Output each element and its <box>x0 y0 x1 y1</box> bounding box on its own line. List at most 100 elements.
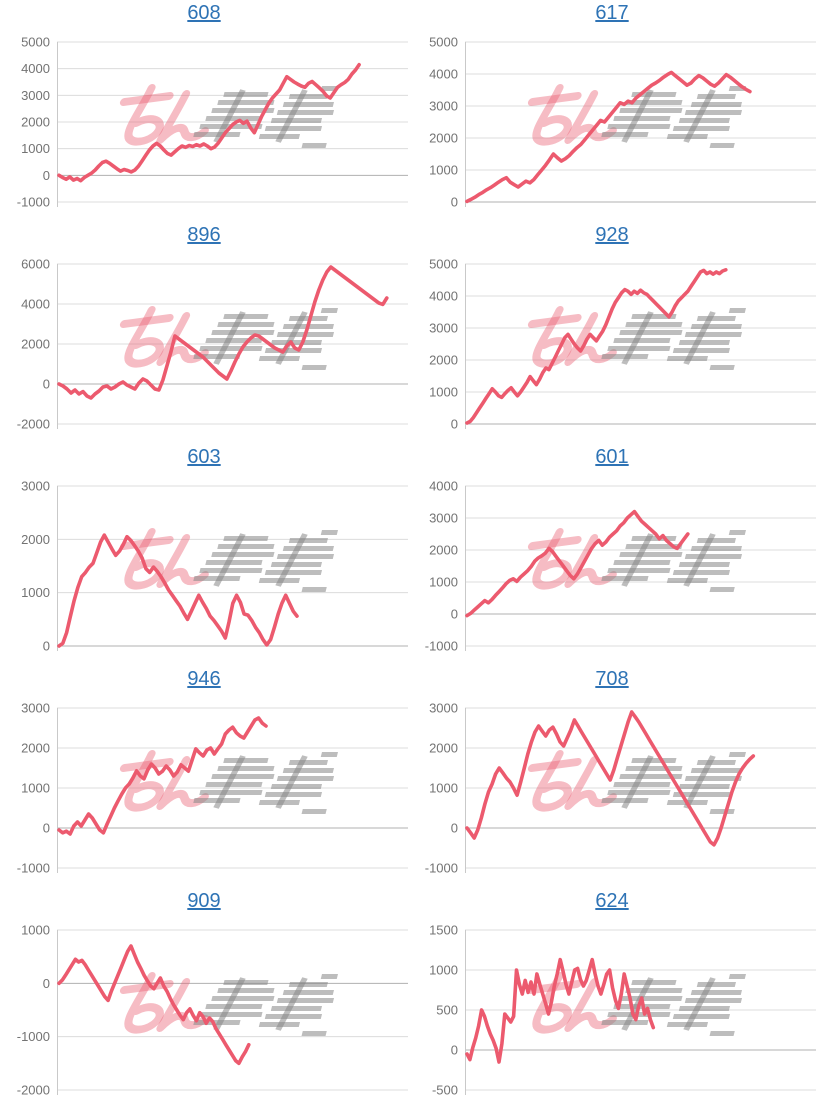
watermark-gray-stripe <box>270 784 323 789</box>
chart-plot: 4000 3000 2000 1000 0 -1000 <box>425 479 816 654</box>
chart-title-link[interactable]: 946 <box>187 668 221 690</box>
watermark-gray-stripe <box>270 340 323 345</box>
gridlines: 5000 4000 3000 2000 1000 0 <box>429 35 816 210</box>
watermark-gray-slash <box>683 533 716 587</box>
chart-title: 617 <box>408 2 816 25</box>
chart-plot: 3000 2000 1000 0 -1000 <box>17 701 408 876</box>
watermark-gray-stripe <box>625 766 683 771</box>
chart-title-link[interactable]: 909 <box>187 890 221 912</box>
y-tick-label: -1000 <box>425 861 458 876</box>
chart-title-link[interactable]: 896 <box>187 224 221 246</box>
watermark-gray-stripe <box>301 809 327 814</box>
chart-title-link[interactable]: 608 <box>187 2 221 24</box>
watermark-gray-stripe <box>282 768 335 773</box>
watermark-gray-slash <box>683 311 716 365</box>
watermark-gray-stripe <box>690 102 743 107</box>
watermark-gray-stripe <box>631 758 677 763</box>
watermark-logo <box>119 528 338 592</box>
watermark-gray-stripe <box>264 126 323 131</box>
watermark-gray-slash <box>621 977 654 1031</box>
chart-cell: 946 3000 2000 1000 0 -1000 <box>0 666 408 888</box>
watermark-gray-stripe <box>320 974 338 979</box>
watermark-gray-stripe <box>678 562 731 567</box>
chart-title-link[interactable]: 601 <box>595 446 629 468</box>
y-tick-label: 1000 <box>429 781 458 796</box>
y-tick-label: 2000 <box>429 353 458 368</box>
data-line <box>465 957 656 1064</box>
chart-plot: 1500 1000 500 0 -500 <box>429 923 816 1098</box>
y-tick-label: 3000 <box>21 88 50 103</box>
watermark-gray-stripe <box>223 92 269 97</box>
watermark-gray-slash <box>213 977 246 1031</box>
watermark-gray-stripe <box>264 792 323 797</box>
watermark-gray-stripe <box>607 1012 671 1017</box>
y-tick-label: 1000 <box>429 575 458 590</box>
watermark-gray-stripe <box>264 570 323 575</box>
chart-title-link[interactable]: 617 <box>595 2 629 24</box>
chart-cell: 896 6000 4000 2000 0 -2000 <box>0 222 408 444</box>
data-line <box>465 267 728 425</box>
y-tick-label: 5000 <box>429 257 458 272</box>
chart-cell: 617 5000 4000 3000 2000 1000 0 <box>408 0 816 222</box>
chart-title: 624 <box>408 890 816 913</box>
watermark-gray-slash <box>621 311 654 365</box>
y-tick-label: 1000 <box>21 923 50 938</box>
watermark-gray-slash <box>213 311 246 365</box>
watermark-gray-stripe <box>625 100 683 105</box>
watermark-gray-stripe <box>678 1006 731 1011</box>
watermark-gray-stripe <box>728 752 746 757</box>
watermark-gray-stripe <box>678 118 731 123</box>
watermark-gray-stripe <box>270 562 323 567</box>
y-tick-label: -1000 <box>425 639 458 654</box>
watermark-gray-stripe <box>211 552 275 557</box>
chart-cell: 608 5000 4000 3000 2000 1000 0 -1000 <box>0 0 408 222</box>
gridlines: 4000 3000 2000 1000 0 -1000 <box>425 479 816 654</box>
y-tick-label: 1000 <box>21 781 50 796</box>
y-tick-label: 0 <box>451 1043 458 1058</box>
watermark-gray-stripe <box>211 108 275 113</box>
watermark-gray-stripe <box>696 316 737 321</box>
chart-plot: 6000 4000 2000 0 -2000 <box>17 257 408 432</box>
chart-title-link[interactable]: 624 <box>595 890 629 912</box>
watermark-pink-glyph <box>532 84 572 146</box>
watermark-gray-stripe <box>607 124 671 129</box>
watermark-pink-glyph <box>156 756 209 810</box>
watermark-gray-stripe <box>223 758 269 763</box>
watermark-pink-glyph <box>156 90 209 144</box>
watermark-gray-stripe <box>631 980 677 985</box>
y-tick-label: 0 <box>43 377 50 392</box>
chart-cell: 624 1500 1000 500 0 -500 <box>408 888 816 1110</box>
watermark-gray-stripe <box>211 996 275 1001</box>
watermark-gray-stripe <box>672 792 731 797</box>
y-tick-label: 3000 <box>21 479 50 494</box>
watermark-gray-stripe <box>696 982 737 987</box>
watermark-gray-slash <box>683 977 716 1031</box>
chart-title-link[interactable]: 603 <box>187 446 221 468</box>
chart-title-link[interactable]: 708 <box>595 668 629 690</box>
watermark-gray-stripe <box>223 314 269 319</box>
watermark-pink-glyph <box>564 756 617 810</box>
watermark-gray-stripe <box>199 1012 263 1017</box>
watermark-gray-stripe <box>728 974 746 979</box>
gridlines: 3000 2000 1000 0 <box>21 479 408 654</box>
watermark-pink-glyph <box>564 534 617 588</box>
chart-title-link[interactable]: 928 <box>595 224 629 246</box>
watermark-gray-stripe <box>696 760 737 765</box>
chart-plot: 5000 4000 3000 2000 1000 0 <box>429 35 816 210</box>
watermark-pink-glyph <box>124 306 164 368</box>
watermark-gray-slash <box>683 755 716 809</box>
data-line <box>57 265 389 400</box>
y-tick-label: 1000 <box>429 963 458 978</box>
watermark-gray-slash <box>621 533 654 587</box>
chart-title: 946 <box>0 668 408 691</box>
watermark-pink-glyph <box>527 758 582 772</box>
watermark-pink-glyph <box>532 750 572 812</box>
data-line <box>57 716 268 836</box>
watermark-gray-stripe <box>696 94 737 99</box>
watermark-gray-stripe <box>223 536 269 541</box>
watermark-gray-stripe <box>728 308 746 313</box>
watermark-gray-stripe <box>205 560 263 565</box>
gridlines: 6000 4000 2000 0 -2000 <box>17 257 408 432</box>
chart-title: 909 <box>0 890 408 913</box>
watermark-gray-stripe <box>709 809 735 814</box>
